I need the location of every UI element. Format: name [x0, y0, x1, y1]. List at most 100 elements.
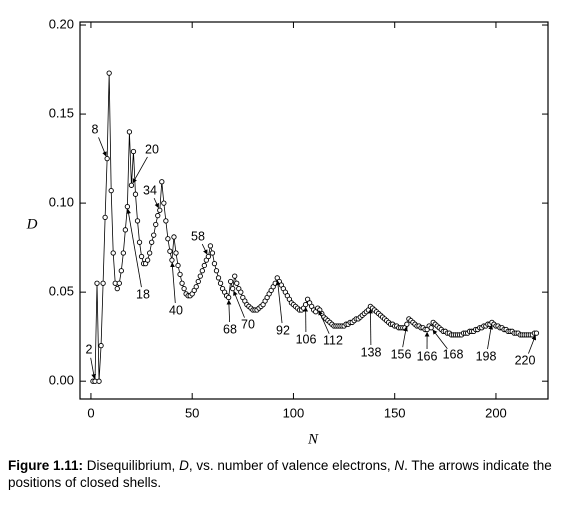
- data-point: [165, 236, 171, 242]
- data-point: [428, 325, 434, 331]
- data-point: [114, 285, 120, 292]
- y-tick-label: 0.10: [49, 195, 74, 210]
- annotation-label: 40: [169, 303, 183, 317]
- annotation-arrow: [318, 310, 330, 334]
- annotation-arrow: [132, 156, 148, 184]
- data-point: [161, 200, 167, 206]
- annotation-arrow: [528, 335, 537, 354]
- data-point: [159, 179, 165, 185]
- data-point: [132, 191, 139, 197]
- data-point: [171, 234, 177, 240]
- annotation-label: 166: [417, 349, 438, 363]
- x-tick-label: 50: [185, 405, 199, 420]
- caption-text: D: [179, 458, 189, 473]
- data-point: [169, 257, 175, 263]
- caption-text: . The arrows indicate the positions of c…: [8, 458, 552, 490]
- annotation-arrow: [226, 299, 232, 323]
- annotation-arrow: [275, 280, 283, 324]
- annotation-arrow: [233, 290, 245, 318]
- annotation-arrow: [201, 243, 208, 255]
- annotation-arrow: [432, 329, 448, 350]
- data-point: [404, 321, 410, 327]
- data-point: [138, 253, 145, 260]
- annotation-label: 2: [86, 342, 93, 356]
- data-point: [98, 342, 104, 349]
- y-axis-label: D: [26, 216, 38, 232]
- data-point: [118, 268, 124, 274]
- data-point: [205, 253, 212, 260]
- data-point: [230, 285, 236, 292]
- data-point: [106, 70, 112, 76]
- data-point: [100, 280, 106, 286]
- x-tick-label: 200: [485, 405, 507, 420]
- data-point: [144, 257, 151, 263]
- data-point: [175, 262, 181, 269]
- data-point: [96, 378, 102, 384]
- data-point: [232, 273, 238, 279]
- annotation-label: 220: [515, 353, 536, 367]
- caption-text: , vs. number of valence electrons,: [188, 458, 395, 473]
- data-point: [155, 212, 161, 219]
- data-point: [234, 280, 240, 286]
- caption-text: N: [394, 458, 405, 473]
- annotation-label: 92: [276, 323, 290, 337]
- data-point: [136, 239, 143, 245]
- data-point: [197, 273, 203, 279]
- data-point: [179, 280, 185, 286]
- data-point: [207, 243, 214, 249]
- x-axis-label: N: [307, 431, 319, 447]
- data-point: [163, 218, 169, 224]
- y-tick-label: 0.20: [49, 16, 74, 31]
- annotation-label: 156: [391, 347, 412, 361]
- data-point: [126, 129, 133, 135]
- data-point: [130, 148, 137, 155]
- data-point: [167, 248, 173, 254]
- data-point: [116, 280, 122, 286]
- data-point: [217, 280, 224, 286]
- annotation-label: 138: [361, 345, 382, 359]
- data-point: [238, 289, 244, 295]
- data-point: [181, 285, 187, 292]
- x-tick-label: 0: [87, 405, 94, 420]
- data-point: [193, 284, 199, 290]
- data-point: [124, 204, 131, 210]
- data-point: [153, 221, 159, 228]
- annotation-label: 58: [191, 229, 205, 243]
- annotation-arrow: [153, 197, 159, 209]
- annotation-label: 106: [296, 332, 317, 346]
- data-point: [151, 232, 157, 238]
- plot-frame: [79, 21, 549, 400]
- annotation-label: 168: [443, 347, 464, 361]
- data-point: [201, 262, 207, 269]
- data-point: [173, 250, 179, 256]
- annotation-label: 20: [145, 142, 159, 156]
- data-point: [199, 268, 205, 274]
- data-point: [120, 250, 126, 256]
- data-point: [195, 278, 201, 285]
- chart: D N 0.00 0.05 0.10 0.15 0.20 0 50 100 150 200 2 8 18…: [26, 16, 549, 447]
- annotation-label: 68: [223, 322, 237, 336]
- caption: Figure 1.11: Disequilibrium, D, vs. numb…: [8, 457, 558, 491]
- annotation-arrow: [487, 324, 494, 350]
- data-point: [149, 239, 155, 245]
- data-point: [94, 280, 100, 286]
- data-point: [108, 187, 114, 194]
- data-point: [102, 214, 108, 221]
- annotation-label: 34: [143, 183, 157, 197]
- data-point: [209, 250, 216, 256]
- data-point: [225, 294, 232, 301]
- annotation-label: 198: [476, 349, 497, 363]
- data-point: [134, 218, 141, 224]
- annotation-arrow: [90, 357, 97, 380]
- y-tick-label: 0.05: [49, 284, 74, 299]
- annotation-arrow: [98, 137, 107, 157]
- data-point: [215, 275, 222, 281]
- annotation-arrow: [402, 326, 408, 348]
- data-point: [177, 271, 183, 277]
- annotation-arrow: [126, 208, 142, 288]
- caption-text: Disequilibrium,: [83, 458, 180, 473]
- annotation-label: 70: [241, 317, 255, 331]
- data-point: [228, 278, 234, 285]
- data-point: [128, 182, 135, 188]
